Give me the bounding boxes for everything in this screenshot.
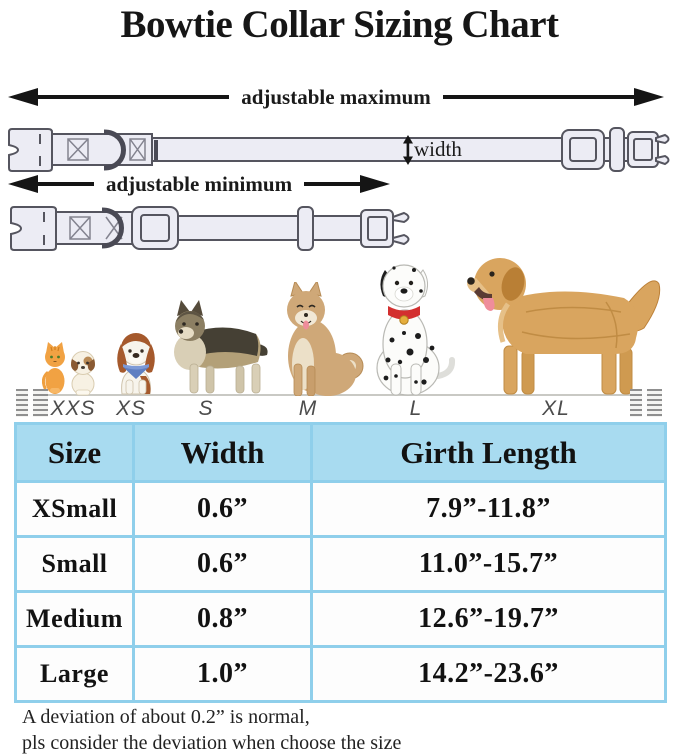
deviation-note-line1: A deviation of about 0.2” is normal, <box>22 706 310 728</box>
collar-maximum-illustration <box>8 127 670 172</box>
shiba-inu-illustration <box>287 282 364 396</box>
corgi-illustration <box>174 300 268 394</box>
cat-and-puppy-illustration <box>42 342 95 396</box>
adjustable-maximum-label: adjustable maximum <box>241 84 431 109</box>
cell-girth: 14.2”-23.6” <box>310 645 667 703</box>
arrow-left-icon <box>8 88 38 106</box>
cell-size: Small <box>14 535 135 593</box>
column-header-girth: Girth Length <box>310 422 667 483</box>
width-arrow-icon <box>403 135 413 165</box>
cell-width: 1.0” <box>132 645 313 703</box>
arrow-right-icon <box>360 175 391 193</box>
collar-minimum-illustration <box>10 206 410 251</box>
basset-hound-illustration <box>117 333 155 395</box>
sizing-table: Size Width Girth Length XSmall 0.6” 7.9”… <box>14 422 667 703</box>
size-scale-label-xl: XL <box>542 397 570 420</box>
table-row-large: Large 1.0” 14.2”-23.6” <box>14 645 667 703</box>
table-row-medium: Medium 0.8” 12.6”-19.7” <box>14 590 667 648</box>
size-scale-label-l: L <box>409 397 423 420</box>
cell-girth: 11.0”-15.7” <box>310 535 667 593</box>
size-scale-label-s: S <box>198 397 214 420</box>
size-scale-label-xs: XS <box>115 397 147 420</box>
measuring-tape-right-icon <box>630 389 662 417</box>
golden-retriever-illustration <box>467 258 661 395</box>
cell-size: Medium <box>14 590 135 648</box>
d-ring-icon <box>101 207 124 249</box>
adjustable-maximum-dimension: adjustable maximum <box>8 84 665 109</box>
cell-girth: 12.6”-19.7” <box>310 590 667 648</box>
deviation-note-line2: pls consider the deviation when choose t… <box>22 732 402 754</box>
cell-girth: 7.9”-11.8” <box>310 480 667 538</box>
column-header-size: Size <box>14 422 135 483</box>
deviation-note: A deviation of about 0.2” is normal, pls… <box>22 704 401 756</box>
table-row-xsmall: XSmall 0.6” 7.9”-11.8” <box>14 480 667 538</box>
cell-size: XSmall <box>14 480 135 538</box>
cell-width: 0.6” <box>132 535 313 593</box>
cell-width: 0.6” <box>132 480 313 538</box>
arrow-right-icon <box>634 88 665 106</box>
size-scale-label-xxs: XXS <box>50 397 96 420</box>
table-header-row: Size Width Girth Length <box>14 422 667 483</box>
table-row-small: Small 0.6” 11.0”-15.7” <box>14 535 667 593</box>
adjustable-minimum-dimension: adjustable minimum <box>8 171 391 196</box>
d-ring-icon <box>103 129 126 171</box>
arrow-left-icon <box>8 175 38 193</box>
adjustable-minimum-label: adjustable minimum <box>105 171 293 196</box>
width-label: width <box>414 137 462 161</box>
measuring-tape-left-icon <box>16 389 48 417</box>
dalmatian-illustration <box>376 264 456 396</box>
page-title: Bowtie Collar Sizing Chart <box>120 3 559 46</box>
column-header-width: Width <box>132 422 313 483</box>
ground-line <box>40 394 642 396</box>
cell-size: Large <box>14 645 135 703</box>
size-scale-label-m: M <box>298 397 318 420</box>
cell-width: 0.8” <box>132 590 313 648</box>
